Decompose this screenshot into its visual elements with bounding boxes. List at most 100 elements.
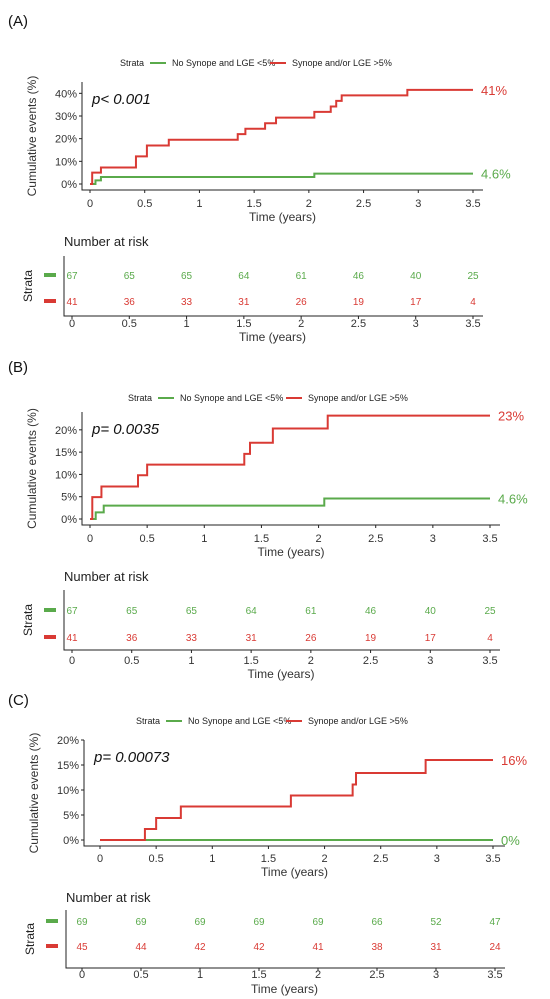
risk-x-tick-label: 0 [69, 318, 75, 330]
x-tick-label: 1.5 [254, 533, 269, 545]
y-tick-label: 20% [55, 425, 77, 437]
series-line-red [90, 88, 473, 185]
x-tick-label: 3.5 [485, 853, 500, 865]
risk-count: 4 [487, 633, 493, 644]
risk-axis [63, 590, 500, 651]
risk-count: 69 [312, 917, 324, 928]
x-tick-label: 0.5 [148, 853, 163, 865]
axis-lines [83, 740, 505, 847]
y-tick-label: 5% [63, 810, 79, 822]
risk-count: 4 [470, 297, 476, 308]
risk-x-tick-label: 2 [315, 969, 321, 981]
series-line-green [90, 172, 473, 185]
risk-count: 17 [425, 633, 437, 644]
risk-x-tick-label: 3.5 [482, 655, 497, 667]
risk-count: 41 [312, 942, 324, 953]
risk-x-tick-label: 2.5 [351, 318, 366, 330]
x-tick-label: 2 [306, 198, 312, 210]
series-line-red [90, 414, 490, 520]
risk-table-title: Number at risk [64, 234, 149, 249]
risk-count: 52 [430, 917, 442, 928]
series-line-green [90, 497, 490, 520]
risk-count: 64 [246, 606, 258, 617]
risk-count: 24 [489, 942, 501, 953]
strata-swatch-green [46, 919, 58, 923]
risk-table-title: Number at risk [64, 569, 149, 584]
risk-x-tick-label: 0 [79, 969, 85, 981]
strata-label: Strata [23, 923, 37, 955]
risk-x-tick-label: 2.5 [363, 655, 378, 667]
chart-panel: (B) Strata No Synope and LGE <5% Synope and… [8, 359, 528, 681]
legend-title: Strata [120, 58, 144, 68]
x-tick-label: 1 [201, 533, 207, 545]
risk-count: 64 [238, 271, 250, 282]
risk-count: 66 [371, 917, 383, 928]
x-tick-label: 2.5 [368, 533, 383, 545]
risk-table-title: Number at risk [66, 890, 151, 905]
risk-count: 65 [126, 606, 138, 617]
x-tick-label: 2 [322, 853, 328, 865]
panel-label: (B) [8, 359, 28, 376]
risk-count: 33 [181, 297, 193, 308]
x-axis-label: Time (years) [249, 210, 316, 224]
legend-title: Strata [128, 393, 152, 403]
risk-count: 41 [66, 633, 78, 644]
x-tick-label: 0.5 [139, 533, 154, 545]
risk-x-tick-label: 1.5 [243, 655, 258, 667]
end-label: 0% [501, 833, 520, 848]
x-tick-label: 1 [209, 853, 215, 865]
x-tick-label: 3.5 [482, 533, 497, 545]
risk-count: 46 [365, 606, 377, 617]
risk-x-tick-label: 2 [308, 655, 314, 667]
x-tick-label: 2.5 [356, 198, 371, 210]
risk-count: 65 [186, 606, 198, 617]
y-tick-label: 10% [55, 469, 77, 481]
risk-count: 61 [296, 271, 308, 282]
y-axis-label: Cumulative events (%) [27, 733, 41, 854]
y-tick-label: 15% [55, 447, 77, 459]
axis-lines [81, 412, 500, 526]
y-tick-label: 20% [57, 735, 79, 747]
x-tick-label: 0.5 [137, 198, 152, 210]
risk-x-tick-label: 0.5 [124, 655, 139, 667]
risk-count: 67 [66, 271, 78, 282]
y-tick-label: 30% [55, 111, 77, 123]
chart-panel: (A) Strata No Synope and LGE <5% Synope and… [8, 13, 511, 344]
y-axis-label: Cumulative events (%) [25, 76, 39, 197]
y-tick-label: 40% [55, 88, 77, 100]
end-label: 4.6% [481, 167, 511, 182]
p-value: p= 0.00073 [93, 749, 170, 766]
risk-count: 40 [410, 271, 422, 282]
risk-x-tick-label: 1.5 [251, 969, 266, 981]
strata-swatch-green [44, 273, 56, 277]
strata-swatch-red [44, 635, 56, 639]
y-tick-label: 5% [61, 492, 77, 504]
risk-x-tick-label: 3 [433, 969, 439, 981]
chart-panel: (C) Strata No Synope and LGE <5% Synope and… [8, 692, 527, 996]
x-tick-label: 2 [316, 533, 322, 545]
strata-swatch-red [44, 299, 56, 303]
x-axis-label: Time (years) [261, 865, 328, 879]
risk-x-axis-label: Time (years) [239, 330, 306, 344]
risk-count: 67 [66, 606, 78, 617]
risk-count: 26 [296, 297, 308, 308]
risk-x-tick-label: 3 [413, 318, 419, 330]
risk-x-tick-label: 1 [197, 969, 203, 981]
risk-count: 33 [186, 633, 198, 644]
p-value: p= 0.0035 [91, 421, 160, 438]
risk-count: 65 [181, 271, 193, 282]
x-tick-label: 0 [87, 533, 93, 545]
risk-count: 69 [194, 917, 206, 928]
risk-count: 31 [246, 633, 258, 644]
risk-x-tick-label: 1 [184, 318, 190, 330]
risk-count: 19 [365, 633, 377, 644]
legend-entry-red: Synope and/or LGE >5% [308, 393, 408, 403]
risk-count: 47 [489, 917, 501, 928]
legend-entry-red: Synope and/or LGE >5% [308, 716, 408, 726]
risk-x-tick-label: 1.5 [236, 318, 251, 330]
risk-count: 25 [467, 271, 479, 282]
risk-count: 19 [353, 297, 365, 308]
risk-count: 45 [76, 942, 88, 953]
legend-entry-red: Synope and/or LGE >5% [292, 58, 392, 68]
